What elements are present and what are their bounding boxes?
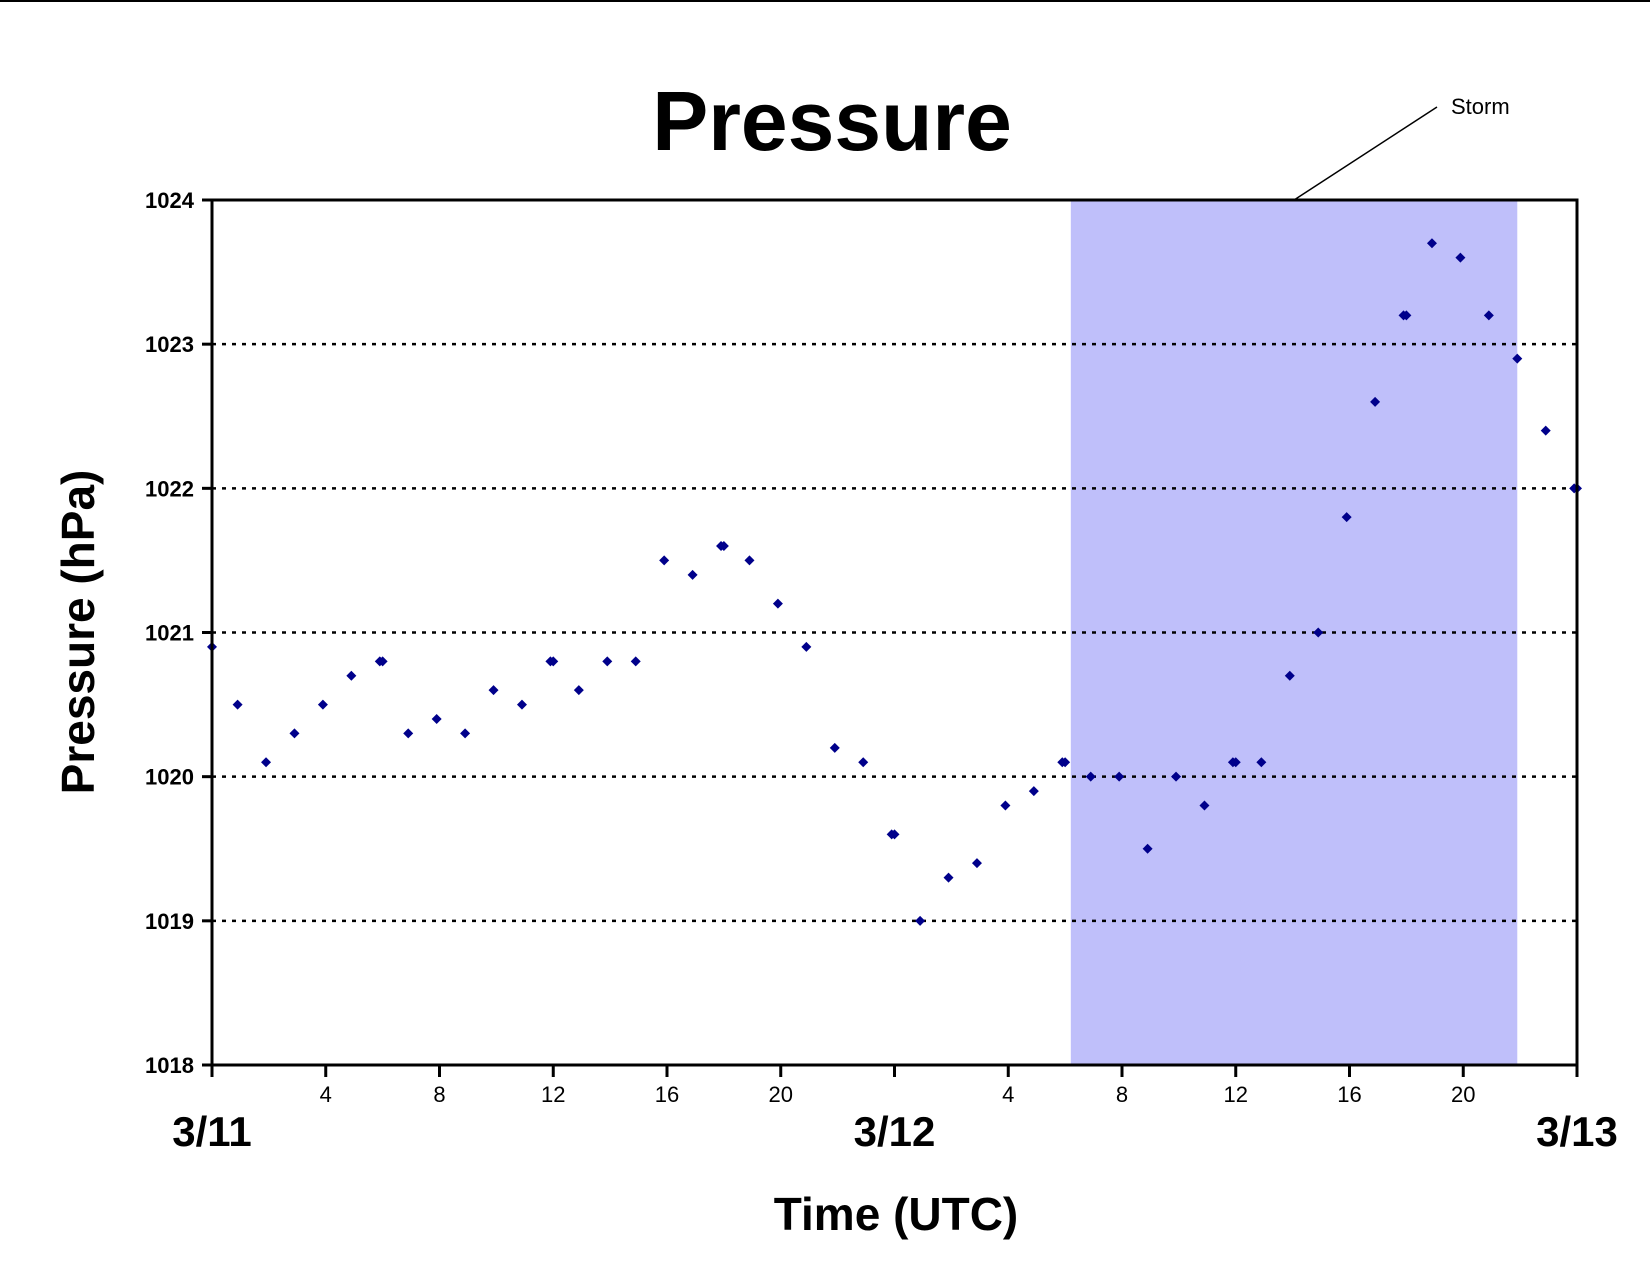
gridlines [212, 342, 1577, 923]
data-point [971, 858, 982, 869]
data-point [1230, 757, 1241, 768]
x-axis-label: Time (UTC) [774, 1188, 1019, 1240]
data-point [431, 714, 442, 724]
data-point [1171, 771, 1182, 782]
date-label: 3/12 [854, 1108, 936, 1155]
x-tick-label: 16 [1337, 1082, 1361, 1107]
x-axis-ticks: 4 8 12 16 20 4 8 12 16 20 [210, 1065, 1579, 1107]
data-point [744, 555, 755, 566]
date-labels: 3/11 3/12 3/13 [172, 1108, 1618, 1155]
data-point [377, 656, 388, 667]
x-tick-label: 20 [1451, 1082, 1475, 1107]
data-points [207, 238, 1582, 926]
data-point [346, 670, 357, 681]
data-point [1085, 771, 1096, 782]
data-point [1341, 512, 1352, 523]
data-point [602, 656, 613, 667]
data-point [261, 757, 272, 768]
data-point [1540, 425, 1551, 436]
data-point [1284, 670, 1295, 681]
data-point [687, 569, 698, 580]
data-point [289, 728, 300, 739]
x-tick-label: 4 [1002, 1082, 1014, 1107]
data-point [829, 742, 840, 753]
x-tick-label: 8 [433, 1082, 445, 1107]
y-tick-label: 1023 [145, 332, 194, 357]
data-point [801, 641, 812, 652]
date-label: 3/11 [172, 1108, 251, 1155]
data-point [718, 541, 729, 551]
y-axis-ticks: 1018 1019 1020 1021 1022 1023 1024 [145, 188, 212, 1078]
data-point [1370, 396, 1381, 407]
x-tick-label: 12 [541, 1082, 565, 1107]
data-point [1060, 757, 1071, 768]
data-point [858, 757, 869, 768]
data-point [1455, 252, 1466, 263]
data-point [1512, 353, 1523, 364]
y-tick-label: 1018 [145, 1053, 194, 1078]
data-point [1256, 757, 1267, 768]
data-point [317, 699, 328, 710]
data-point [488, 685, 499, 696]
y-axis-label: Pressure (hPa) [52, 470, 104, 795]
x-tick-label: 20 [769, 1082, 793, 1107]
x-tick-label: 8 [1116, 1082, 1128, 1107]
data-point [1000, 800, 1011, 811]
data-point [1426, 238, 1437, 249]
data-point [573, 685, 584, 696]
y-tick-label: 1019 [145, 909, 194, 934]
y-tick-label: 1024 [145, 188, 195, 213]
data-point [1028, 786, 1039, 797]
x-tick-label: 16 [655, 1082, 679, 1107]
data-point [915, 915, 926, 926]
y-tick-label: 1022 [145, 476, 194, 501]
data-point [1199, 800, 1210, 811]
data-point [659, 555, 670, 566]
chart-title: Pressure [652, 74, 1012, 168]
storm-region: Storm [1070, 94, 1518, 1065]
x-tick-label: 12 [1224, 1082, 1248, 1107]
data-point [889, 829, 900, 840]
y-tick-label: 1021 [145, 621, 194, 646]
data-point [403, 728, 414, 739]
y-tick-label: 1020 [145, 765, 194, 790]
x-tick-label: 4 [320, 1082, 332, 1107]
data-point [1114, 771, 1125, 782]
data-point [1313, 627, 1324, 638]
date-label: 3/13 [1536, 1108, 1618, 1155]
data-point [1142, 843, 1153, 854]
storm-callout-line [1293, 106, 1438, 201]
data-point [630, 656, 641, 667]
data-point [516, 699, 527, 710]
data-point [943, 872, 954, 883]
data-point [460, 728, 471, 739]
data-point [1401, 310, 1412, 321]
data-point [232, 699, 243, 710]
data-point [548, 656, 559, 667]
data-point [772, 598, 783, 609]
data-point [1483, 310, 1494, 321]
storm-label: Storm [1451, 94, 1510, 119]
